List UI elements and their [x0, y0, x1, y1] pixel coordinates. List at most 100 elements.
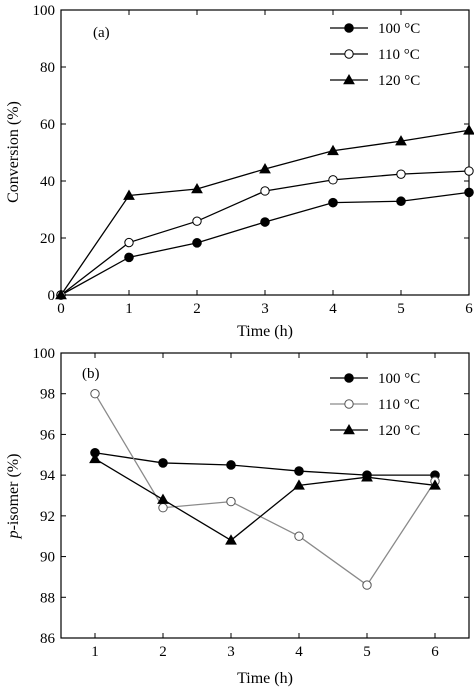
- legend-label: 110 °C: [378, 47, 420, 63]
- data-point-120-c: [463, 124, 474, 135]
- x-tick-label: 3: [261, 301, 269, 317]
- data-point-100-c: [226, 460, 236, 470]
- legend-item-120-c: 120 °C: [330, 73, 420, 89]
- series-markers-b: [89, 389, 441, 590]
- x-axis-title-a: Time (h): [237, 323, 293, 340]
- data-point-110-c: [396, 169, 406, 179]
- legend-label: 100 °C: [378, 21, 420, 37]
- x-tick-label: 1: [91, 644, 99, 660]
- data-point-120-c: [259, 163, 271, 174]
- data-point-100-c: [192, 238, 202, 248]
- x-tick-label: 1: [125, 301, 133, 317]
- data-point-110-c: [362, 580, 372, 590]
- series-line-120-c: [94, 458, 436, 542]
- data-point-100-c: [396, 196, 406, 207]
- data-point-110-c: [294, 531, 304, 541]
- panel-label-b: (b): [82, 366, 100, 382]
- data-point-100-c: [294, 466, 304, 476]
- legend-item-100-c: 100 °C: [330, 371, 420, 387]
- y-tick-label: 98: [40, 387, 55, 403]
- data-point-110-c: [260, 186, 270, 196]
- y-ticks-b: 86 88 90 92 94 96 98 100: [33, 346, 469, 647]
- y-tick-label: 88: [40, 590, 55, 606]
- series-line-100-c: [60, 191, 470, 296]
- data-point-120-c: [293, 479, 305, 490]
- legend-marker: [343, 73, 355, 85]
- data-point-110-c: [90, 389, 100, 399]
- x-tick-label: 4: [295, 644, 303, 660]
- series-lines-b: [94, 393, 436, 586]
- x-axis-title-b: Time (h): [237, 670, 293, 687]
- data-point-120-c: [157, 493, 169, 504]
- legend-item-110-c: 110 °C: [330, 47, 420, 63]
- legend-label: 120 °C: [378, 73, 420, 89]
- legend-a: 100 °C 110 °C 120 °C: [330, 21, 420, 89]
- y-tick-label: 80: [40, 60, 55, 76]
- x-tick-label: 6: [431, 644, 439, 660]
- data-point-100-c: [328, 197, 338, 208]
- x-tick-label: 5: [363, 644, 371, 660]
- chart-panel-b: 1 2 3 4 5 6 86 88 90 92 94 96 98 100 (b) Time (h) p-…: [5, 346, 470, 687]
- series-line-110-c: [94, 393, 436, 586]
- data-point-120-c: [191, 182, 203, 194]
- legend-item-120-c: 120 °C: [330, 423, 420, 439]
- data-point-110-c: [464, 166, 474, 176]
- series-line-100-c: [94, 452, 435, 476]
- x-tick-label: 3: [227, 644, 235, 660]
- data-point-120-c: [361, 471, 373, 482]
- series-line-120-c: [60, 129, 470, 296]
- legend-label: 120 °C: [378, 423, 420, 439]
- x-tick-label: 2: [159, 644, 167, 660]
- data-point-120-c: [327, 144, 339, 156]
- legend-marker: [343, 423, 355, 435]
- x-ticks-a: 0 1 2 3 4 5 6: [57, 10, 473, 317]
- y-tick-label: 90: [40, 550, 55, 566]
- data-point-120-c: [123, 189, 135, 200]
- y-tick-label: 40: [40, 174, 55, 190]
- y-tick-label: 0: [48, 288, 56, 304]
- data-point-110-c: [328, 175, 338, 185]
- y-tick-label: 60: [40, 117, 55, 133]
- data-point-100-c: [260, 217, 270, 227]
- legend-item-110-c: 110 °C: [330, 397, 420, 413]
- data-point-110-c: [158, 503, 168, 513]
- y-ticks-a: 0 20 40 60 80 100: [33, 3, 469, 304]
- y-tick-label: 100: [33, 346, 56, 362]
- chart-panel-a: 0 1 2 3 4 5 6 0 20 40 60 80 100 (a) Time (h) Conver…: [5, 3, 474, 340]
- data-point-100-c: [158, 458, 168, 468]
- data-point-100-c: [464, 187, 474, 198]
- legend-b: 100 °C 110 °C 120 °C: [330, 371, 420, 439]
- data-point-120-c: [225, 534, 237, 545]
- y-tick-label: 96: [40, 427, 56, 443]
- y-axis-title-b-italic: p: [5, 530, 22, 539]
- legend-marker: [344, 399, 354, 409]
- data-point-110-c: [192, 216, 202, 226]
- x-tick-label: 6: [465, 301, 473, 317]
- data-point-100-c: [124, 252, 134, 263]
- legend-label: 100 °C: [378, 371, 420, 387]
- y-tick-label: 94: [40, 468, 56, 484]
- data-point-120-c: [89, 452, 101, 464]
- series-markers-a: [55, 124, 474, 300]
- legend-marker: [344, 23, 354, 33]
- y-tick-label: 86: [40, 631, 56, 647]
- y-axis-title-b: p-isomer (%): [5, 454, 22, 540]
- y-tick-label: 100: [33, 3, 56, 19]
- x-tick-label: 5: [397, 301, 405, 317]
- data-point-120-c: [395, 135, 407, 146]
- legend-marker: [344, 49, 354, 59]
- data-point-120-c: [55, 288, 67, 300]
- y-axis-title-a: Conversion (%): [5, 101, 22, 203]
- data-point-120-c: [429, 479, 441, 490]
- legend-marker: [344, 373, 354, 383]
- x-tick-label: 4: [329, 301, 337, 317]
- y-tick-label: 92: [40, 509, 55, 525]
- legend-item-100-c: 100 °C: [330, 21, 420, 37]
- legend-label: 110 °C: [378, 397, 420, 413]
- data-point-110-c: [124, 237, 134, 248]
- y-axis-title-b-rest: -isomer (%): [5, 454, 22, 531]
- x-tick-label: 2: [193, 301, 201, 317]
- x-ticks-b: 1 2 3 4 5 6: [91, 353, 439, 660]
- panel-label-a: (a): [93, 25, 110, 41]
